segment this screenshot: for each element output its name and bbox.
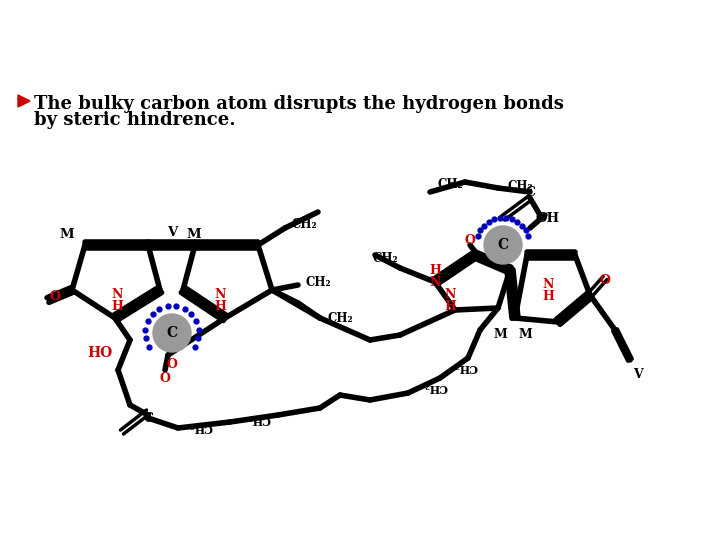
Text: O: O [160, 372, 171, 384]
Text: CH₂: CH₂ [423, 382, 447, 394]
Text: CH₂: CH₂ [453, 362, 477, 374]
Text: C: C [525, 186, 535, 199]
Text: N: N [112, 288, 122, 301]
Text: by steric hindrence.: by steric hindrence. [34, 111, 235, 129]
Text: N: N [215, 288, 225, 301]
Text: C: C [498, 238, 508, 252]
Text: N: N [444, 288, 456, 301]
Text: V: V [633, 368, 643, 381]
Text: CH₂: CH₂ [372, 252, 398, 265]
Text: HO: HO [87, 346, 112, 360]
Circle shape [484, 226, 522, 264]
Text: M: M [493, 328, 507, 341]
Text: V: V [167, 226, 177, 239]
Text: H: H [444, 300, 456, 314]
Text: C: C [166, 326, 178, 340]
Text: O: O [166, 359, 177, 372]
Text: M: M [518, 328, 532, 341]
Text: O: O [50, 291, 60, 303]
Text: H: H [111, 300, 123, 314]
Text: H: H [214, 300, 226, 314]
Text: M: M [186, 228, 202, 241]
Text: CH₂: CH₂ [507, 179, 533, 192]
Text: O: O [464, 233, 475, 246]
Text: O: O [600, 273, 611, 287]
Text: N: N [429, 275, 441, 288]
Circle shape [153, 314, 191, 352]
Text: CH₂: CH₂ [327, 312, 353, 325]
Text: CH₂: CH₂ [437, 179, 463, 192]
Text: CH₂: CH₂ [305, 275, 330, 288]
Text: N: N [542, 279, 554, 292]
Text: H: H [429, 264, 441, 276]
Text: M: M [60, 228, 74, 241]
Text: H: H [542, 291, 554, 303]
Text: OH: OH [536, 212, 560, 225]
Polygon shape [18, 95, 30, 107]
Text: The bulky carbon atom disrupts the hydrogen bonds: The bulky carbon atom disrupts the hydro… [34, 95, 564, 113]
Text: C: C [143, 411, 153, 424]
Text: CH₂: CH₂ [246, 415, 270, 426]
Text: CH₂: CH₂ [291, 219, 317, 232]
Text: CH₂: CH₂ [188, 422, 212, 434]
